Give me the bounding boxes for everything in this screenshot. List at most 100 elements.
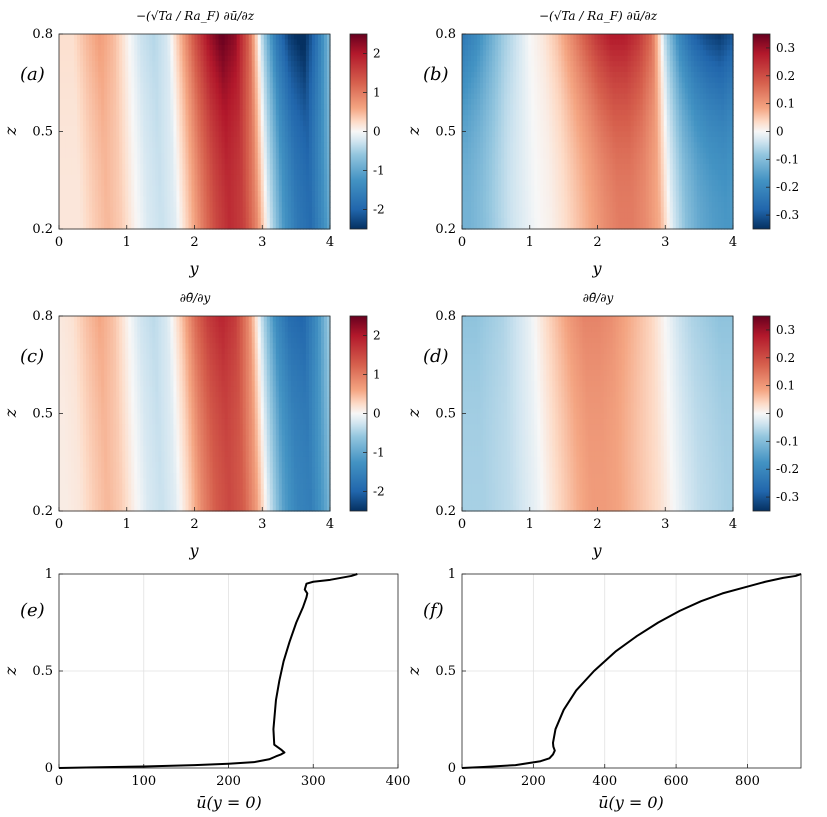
heatmap-cell [179,61,184,68]
heatmap-cell [462,93,466,100]
heatmap-cell [236,207,241,214]
heatmap-cell [182,147,187,154]
heatmap-cell [317,82,322,89]
heatmap-cell [272,212,277,219]
heatmap-cell [116,50,120,57]
heatmap-cell [80,104,84,111]
heatmap-cell [218,66,223,73]
heatmap-cell [221,66,226,73]
heatmap-cell [134,223,138,230]
heatmap-cell [110,142,114,149]
heatmap-cell [245,109,250,116]
heatmap-cell [227,77,232,84]
heatmap-cell [314,82,319,89]
heatmap-cell [296,153,301,160]
heatmap-cell [119,207,123,214]
heatmap-cell [197,191,202,198]
heatmap-cell [543,34,547,41]
heatmap-cell [104,131,108,138]
heatmap-cell [585,39,590,46]
heatmap-cell [597,66,602,73]
heatmap-cell [233,126,238,133]
heatmap-cell [257,44,262,51]
heatmap-cell [263,120,268,127]
heatmap-cell [62,196,66,203]
heatmap-cell [203,120,208,127]
heatmap-cell [65,164,69,171]
heatmap-cell [224,147,229,154]
heatmap-cell [729,50,734,57]
heatmap-cell [164,174,168,181]
heatmap-cell [561,88,565,95]
heatmap-cell [230,142,235,149]
heatmap-cell [158,180,162,187]
heatmap-cell [62,39,66,46]
heatmap-cell [296,136,301,143]
heatmap-cell [281,82,286,89]
heatmap-cell [65,82,69,89]
heatmap-cell [242,201,247,208]
heatmap-cell [293,212,298,219]
heatmap-cell [167,185,172,192]
heatmap-cell [582,61,587,68]
heatmap-cell [552,50,556,57]
heatmap-cell [260,131,265,138]
heatmap-cell [110,169,114,176]
heatmap-cell [224,61,229,68]
heatmap-cell [182,131,187,138]
heatmap-cell [104,104,108,111]
heatmap-cell [708,82,713,89]
heatmap-cell [606,39,611,46]
heatmap-cell [293,88,298,95]
heatmap-cell [158,201,162,208]
heatmap-cell [573,61,578,68]
heatmap-cell [630,39,635,46]
heatmap-cell [254,218,259,225]
heatmap-cell [185,61,190,68]
heatmap-cell [281,201,286,208]
heatmap-cell [269,120,274,127]
heatmap-cell [293,126,298,133]
heatmap-cell [621,50,626,57]
heatmap-cell [239,212,244,219]
heatmap-cell [110,218,114,225]
heatmap-cell [281,50,286,57]
heatmap-cell [254,131,259,138]
x-tick-label: 3 [258,235,266,250]
heatmap-cell [80,207,84,214]
heatmap-cell [287,147,292,154]
heatmap-cell [269,88,274,95]
heatmap-cell [89,191,93,198]
heatmap-cell [83,164,87,171]
heatmap-cell [308,158,313,165]
heatmap-cell [179,201,184,208]
heatmap-cell [113,34,117,41]
heatmap-cell [254,223,259,230]
heatmap-cell [603,66,608,73]
heatmap-cell [287,164,292,171]
heatmap-cell [534,66,538,73]
heatmap-cell [305,169,310,176]
heatmap-cell [95,191,99,198]
heatmap-cell [167,99,172,106]
heatmap-cell [299,174,304,181]
heatmap-cell [317,223,322,230]
heatmap-cell [164,34,168,41]
heatmap-cell [83,174,87,181]
heatmap-cell [654,44,659,51]
heatmap-cell [167,104,172,111]
heatmap-cell [65,196,69,203]
heatmap-cell [86,142,90,149]
heatmap-cell [119,201,123,208]
heatmap-cell [203,66,208,73]
heatmap-cell [696,66,701,73]
heatmap-cell [164,196,168,203]
heatmap-cell [200,191,205,198]
heatmap-cell [239,82,244,89]
heatmap-cell [486,88,490,95]
heatmap-cell [714,71,719,78]
heatmap-cell [281,104,286,111]
heatmap-cell [227,120,232,127]
heatmap-cell [612,82,617,89]
heatmap-cell [92,158,96,165]
